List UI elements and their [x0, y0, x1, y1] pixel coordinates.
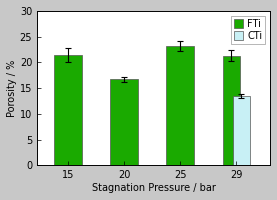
Bar — [110, 79, 138, 165]
Bar — [233, 96, 250, 165]
Bar — [223, 56, 240, 165]
X-axis label: Stagnation Pressure / bar: Stagnation Pressure / bar — [92, 183, 216, 193]
Bar — [54, 55, 82, 165]
Y-axis label: Porosity / %: Porosity / % — [7, 60, 17, 117]
Legend: FTi, CTi: FTi, CTi — [231, 16, 265, 44]
Bar — [166, 46, 194, 165]
